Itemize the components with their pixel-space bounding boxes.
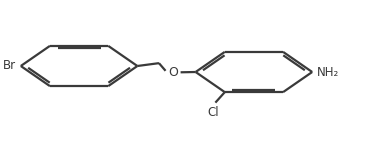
- Text: Br: Br: [3, 60, 16, 72]
- Text: O: O: [168, 66, 178, 79]
- Text: NH₂: NH₂: [317, 66, 339, 78]
- Text: Cl: Cl: [208, 106, 219, 119]
